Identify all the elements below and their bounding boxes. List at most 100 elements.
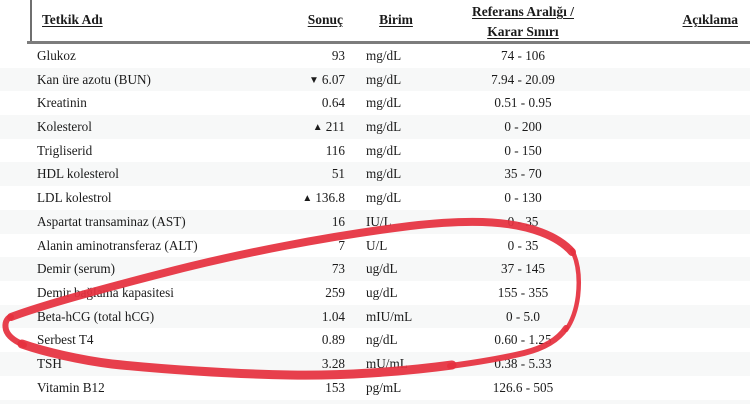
- result-cell: ▲ 211: [215, 115, 345, 139]
- result-value: 136.8: [315, 190, 345, 206]
- test-name-cell: Kan üre azotu (BUN): [37, 71, 151, 87]
- table-row: Trigliserid 116 mg/dL 0 - 150: [0, 139, 750, 163]
- unit-cell: mIU/mL: [366, 308, 413, 324]
- result-cell: 7: [215, 234, 345, 258]
- result-value: 51: [331, 166, 345, 182]
- reference-range-cell: 126.6 - 505: [492, 379, 554, 395]
- result-value: 93: [331, 48, 345, 63]
- table-row: LDL kolestrol ▲ 136.8 mg/dL 0 - 130: [0, 186, 750, 210]
- test-name-cell: Beta-hCG (total hCG): [37, 308, 155, 324]
- reference-range-cell: 0.38 - 5.33: [494, 355, 552, 371]
- test-name-cell: Kreatinin: [37, 95, 87, 111]
- unit-cell: mg/dL: [366, 119, 402, 135]
- unit-cell: IU/L: [366, 213, 392, 229]
- header-left-border: [30, 0, 32, 41]
- table-row: Aspartat transaminaz (AST) 16 IU/L 0 - 3…: [0, 209, 750, 234]
- test-name-cell: Demir (serum): [37, 261, 115, 277]
- test-name-cell: LDL kolestrol: [37, 190, 112, 206]
- table-row: Kolesterol ▲ 211 mg/dL 0 - 200: [0, 115, 750, 139]
- result-value: 73: [331, 261, 345, 277]
- column-header-unit: Birim: [379, 12, 413, 27]
- reference-range-cell: 0 - 35: [507, 213, 539, 229]
- result-cell: 0.89: [215, 328, 345, 352]
- column-header-reference-line2: Karar Sınırı: [487, 24, 559, 39]
- result-cell: 73: [215, 257, 345, 281]
- unit-cell: mg/dL: [366, 190, 402, 206]
- result-value: 6.07: [321, 71, 345, 87]
- reference-range-cell: 0 - 35: [507, 237, 539, 253]
- unit-cell: ng/dL: [366, 332, 398, 348]
- result-cell: 1.04: [215, 305, 345, 329]
- reference-range-cell: 37 - 145: [501, 261, 545, 277]
- result-value: 211: [325, 119, 345, 135]
- table-row: Alanin aminotransferaz (ALT) 7 U/L 0 - 3…: [0, 234, 750, 258]
- abnormal-flag-icon: ▼: [309, 74, 319, 86]
- table-row: Kan üre azotu (BUN) ▼ 6.07 mg/dL 7.94 - 2…: [0, 67, 750, 92]
- result-cell: 3.28: [215, 352, 345, 376]
- reference-range-cell: 155 - 355: [497, 284, 549, 300]
- reference-range-cell: 0 - 150: [504, 142, 542, 158]
- reference-range-cell: 0.51 - 0.95: [494, 95, 552, 111]
- test-name-cell: Kolesterol: [37, 119, 92, 135]
- table-row: Demir bağlama kapasitesi 259 ug/dL 155 -…: [0, 281, 750, 305]
- header-bottom-border: [27, 41, 750, 44]
- result-value: 3.28: [321, 355, 345, 371]
- unit-cell: mg/dL: [366, 142, 402, 158]
- result-value: 1.04: [321, 308, 345, 324]
- test-name-cell: Vitamin B12: [37, 379, 105, 395]
- result-cell: 16: [215, 210, 345, 234]
- test-name-cell: Trigliserid: [37, 142, 93, 158]
- result-cell: 0.64: [215, 91, 345, 115]
- test-name-cell: HDL kolesterol: [37, 166, 119, 182]
- test-name-cell: Alanin aminotransferaz (ALT): [37, 237, 198, 253]
- table-header: Tetkik Adı Sonuç Birim Referans Aralığı …: [0, 0, 750, 44]
- results-table-body: Glukoz 93 mg/dL 74 - 106 Kan üre azotu (…: [0, 44, 750, 399]
- result-value: 0.89: [321, 332, 345, 348]
- result-cell: 51: [215, 162, 345, 186]
- abnormal-flag-icon: ▲: [312, 122, 323, 134]
- result-value: 16: [331, 213, 345, 229]
- column-header-reference-line1: Referans Aralığı /: [472, 4, 574, 19]
- result-value: 259: [325, 284, 345, 300]
- reference-range-cell: 0 - 130: [504, 190, 542, 206]
- test-name-cell: Serbest T4: [37, 332, 94, 348]
- abnormal-flag-icon: ▲: [302, 193, 313, 205]
- unit-cell: mg/dL: [366, 48, 402, 63]
- reference-range-cell: 7.94 - 20.09: [491, 71, 555, 87]
- column-header-test-name: Tetkik Adı: [42, 12, 103, 27]
- table-row: Kreatinin 0.64 mg/dL 0.51 - 0.95: [0, 91, 750, 115]
- test-name-cell: Aspartat transaminaz (AST): [37, 213, 186, 229]
- result-cell: ▼ 6.07: [215, 68, 345, 92]
- column-header-result: Sonuç: [307, 12, 343, 27]
- reference-range-cell: 0 - 200: [504, 119, 542, 135]
- unit-cell: mg/dL: [366, 95, 402, 111]
- test-name-cell: Demir bağlama kapasitesi: [37, 284, 174, 300]
- unit-cell: mg/dL: [366, 71, 402, 87]
- reference-range-cell: 0 - 5.0: [505, 308, 541, 324]
- test-name-cell: TSH: [37, 355, 62, 371]
- result-cell: 93: [215, 44, 345, 68]
- result-value: 7: [338, 237, 345, 253]
- column-header-reference: Referans Aralığı / Karar Sınırı: [418, 2, 628, 42]
- table-row: Vitamin B12 153 pg/mL 126.6 - 505: [0, 376, 750, 400]
- test-name-cell: Glukoz: [37, 48, 76, 63]
- table-row: Serbest T4 0.89 ng/dL 0.60 - 1.25: [0, 328, 750, 352]
- unit-cell: ug/dL: [366, 261, 398, 277]
- reference-range-cell: 35 - 70: [504, 166, 542, 182]
- result-cell: ▲ 136.8: [215, 186, 345, 210]
- result-cell: 116: [215, 139, 345, 163]
- table-row: Beta-hCG (total hCG) 1.04 mIU/mL 0 - 5.0: [0, 304, 750, 329]
- unit-cell: mg/dL: [366, 166, 402, 182]
- unit-cell: U/L: [366, 237, 388, 253]
- result-cell: 259: [215, 281, 345, 305]
- result-value: 116: [325, 142, 345, 158]
- reference-range-cell: 74 - 106: [501, 48, 545, 63]
- unit-cell: mU/mL: [366, 355, 408, 371]
- result-value: 153: [325, 379, 345, 395]
- table-row: Demir (serum) 73 ug/dL 37 - 145: [0, 257, 750, 281]
- table-row: Glukoz 93 mg/dL 74 - 106: [0, 44, 750, 68]
- reference-range-cell: 0.60 - 1.25: [494, 332, 552, 348]
- table-row: HDL kolesterol 51 mg/dL 35 - 70: [0, 162, 750, 187]
- next-row-edge: [0, 399, 750, 404]
